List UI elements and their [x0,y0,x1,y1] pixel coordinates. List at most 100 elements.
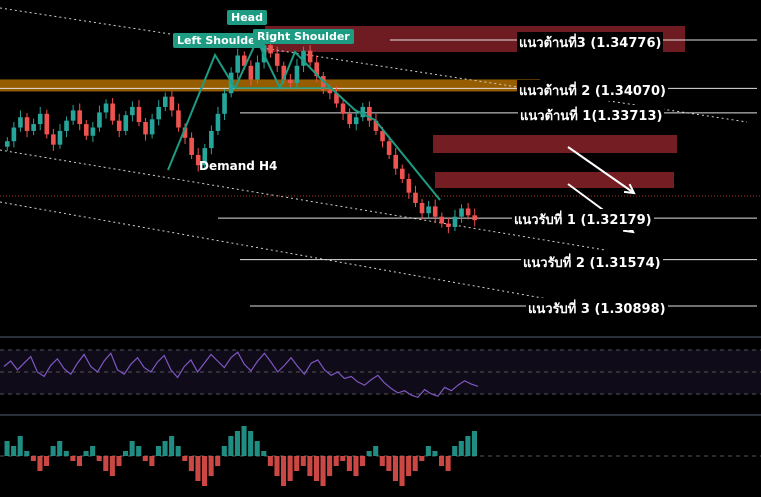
macd-bar [44,456,50,466]
candle-down [241,55,247,66]
macd-bar [386,456,392,471]
trend-channel [0,7,761,311]
candle-up [360,106,366,118]
candle-down [51,134,56,145]
macd-bar [109,456,115,476]
resistance-zone [433,135,677,153]
right-shoulder-label: Right Shoulder [253,29,354,44]
support-3-label: แนวรับที่ 3 (1.30898) [526,298,668,319]
candle-up [452,216,458,227]
macd-bar [419,456,425,461]
macd-bar [458,441,464,456]
macd-bar [379,456,385,466]
macd-bar [182,456,188,461]
candle-down [465,208,471,216]
candle-down [288,79,293,83]
resistance-2-label: แนวต้านที่ 2 (1.34070) [517,80,668,101]
macd-pane [0,426,761,486]
candle-up [4,141,10,147]
macd-bar [175,446,181,456]
macd-bar [208,456,214,476]
channel-upper-line [0,7,748,123]
resistance-3-label: แนวต้านที่3 (1.34776) [517,32,664,53]
macd-bar [188,456,194,471]
candle-down [77,110,83,125]
macd-bar [465,436,471,456]
macd-bar [327,456,333,476]
macd-bar [142,456,148,461]
macd-bar [4,441,10,456]
macd-bar [307,456,313,476]
macd-bar [57,441,63,456]
macd-bar [90,446,96,456]
macd-bar [392,456,398,481]
macd-bar [353,456,359,476]
candle-down [327,89,333,94]
candle-down [169,96,175,111]
candle-down [307,50,313,63]
macd-bar [313,456,319,481]
macd-bar [103,456,109,471]
candle-down [195,154,201,166]
macd-bar [24,451,30,456]
macd-bar [452,446,458,456]
candle-up [156,106,162,120]
candle-down [83,124,89,136]
macd-bar [195,456,201,481]
macd-bar [366,451,372,456]
candle-up [37,113,43,125]
candle-up [209,130,214,149]
macd-bar [432,451,438,456]
rsi-line [3,351,479,398]
candle-down [367,106,372,121]
candle-up [301,50,306,66]
macd-bar [202,456,208,486]
candle-up [426,206,431,214]
candle-up [215,113,221,131]
candle-up [353,117,359,125]
candle-down [136,106,142,123]
orange-resistance-zone [0,79,540,92]
candle-up [18,117,23,128]
candle-down [116,120,122,131]
macd-bar [96,456,102,461]
macd-bar [340,456,346,461]
macd-bar [274,456,280,476]
macd-bar [300,456,306,466]
macd-bar [439,456,445,466]
candle-down [347,113,352,125]
candle-down [44,113,50,135]
macd-bar [471,431,477,456]
candle-up [103,103,109,113]
macd-bar [76,456,82,466]
candle-up [64,120,69,131]
candle-up [162,96,168,107]
head-label: Head [227,10,267,25]
macd-bar [254,441,260,456]
candle-down [399,168,405,179]
macd-bar [287,456,293,481]
candle-up [202,148,208,166]
macd-bar [169,436,175,456]
macd-bar [412,456,418,471]
macd-bar [129,441,135,456]
candle-down [274,53,280,66]
candle-down [432,206,438,217]
candle-down [189,137,194,155]
macd-bar [373,446,379,456]
candle-down [143,122,148,135]
macd-bar [360,456,366,466]
macd-bar [406,456,412,476]
candle-down [393,154,399,169]
candle-down [314,62,320,77]
candle-up [255,62,260,80]
candle-down [110,103,115,121]
candle-up [97,112,102,128]
macd-bar [445,456,451,471]
macd-bar [221,446,227,456]
macd-bar [11,446,17,456]
macd-bar [267,456,273,466]
demand-zone-label: Demand H4 [199,159,278,173]
